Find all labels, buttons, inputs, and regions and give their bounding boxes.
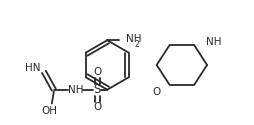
Text: NH: NH [68,85,83,95]
Text: O: O [153,87,161,97]
Text: 2: 2 [135,40,140,49]
Text: NH: NH [206,37,221,47]
Text: O: O [93,67,101,77]
Text: NH: NH [126,34,141,44]
Text: S: S [94,83,101,96]
Text: HN: HN [25,63,41,73]
Text: O: O [93,102,101,113]
Text: OH: OH [42,106,58,117]
